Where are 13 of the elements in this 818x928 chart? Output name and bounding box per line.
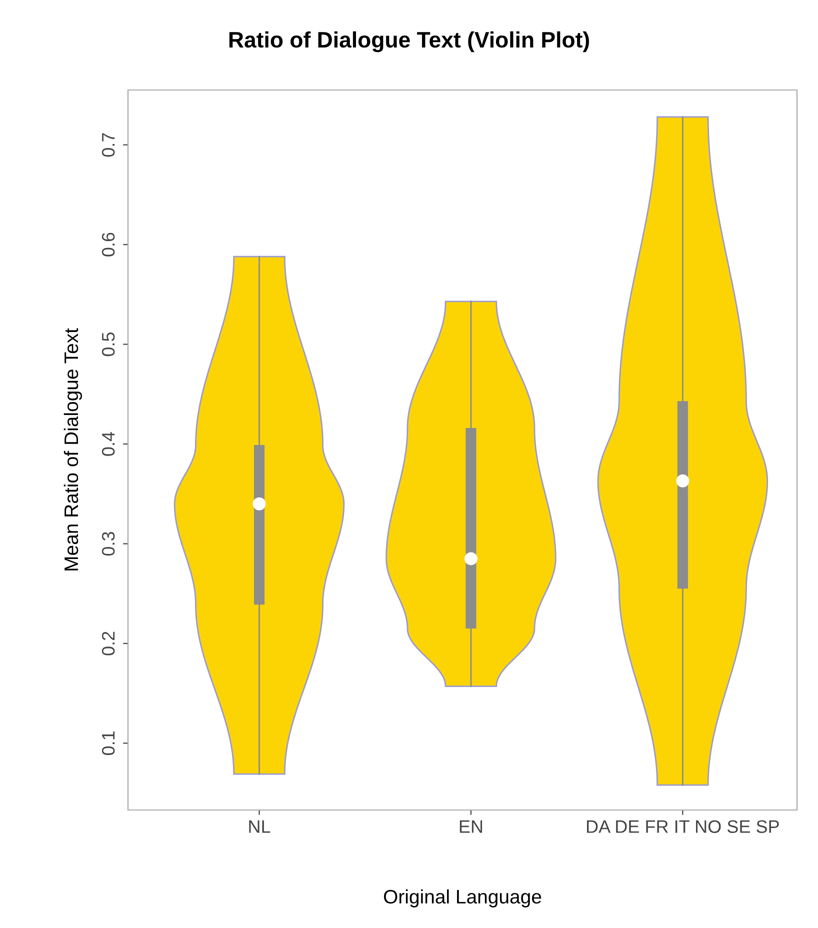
y-tick-label: 0.1 <box>102 732 115 756</box>
y-tick-label: 0.2 <box>102 632 115 656</box>
x-tick-label: EN <box>460 820 482 833</box>
chart-title: Ratio of Dialogue Text (Violin Plot) <box>229 31 589 52</box>
y-tick-label: 0.5 <box>102 332 115 356</box>
y-tick-label: 0.4 <box>102 432 115 456</box>
y-tick-label: 0.6 <box>102 232 115 256</box>
y-tick-label: 0.7 <box>102 133 115 157</box>
y-axis-title: Mean Ratio of Dialogue Text <box>64 328 82 570</box>
x-tick-label: NL <box>249 820 270 833</box>
x-tick-label: DA DE FR IT NO SE SP <box>586 820 779 833</box>
y-tick-label: 0.3 <box>102 532 115 556</box>
x-axis-title: Original Language <box>384 889 542 908</box>
